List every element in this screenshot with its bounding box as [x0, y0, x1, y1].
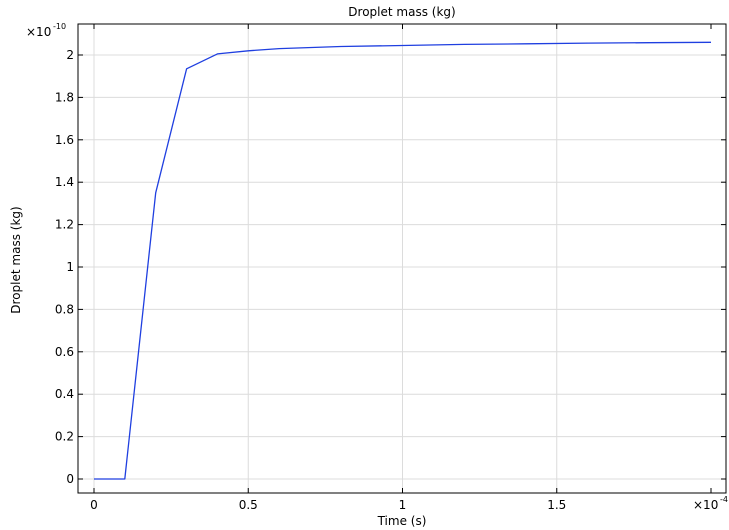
y-multiplier-label: ×10 -10 [26, 22, 66, 39]
y-tick-label: 0.8 [55, 302, 74, 316]
x-multiplier-base: ×10 [693, 498, 718, 512]
x-axis-tick-labels: 0 0.5 1 1.5 [90, 498, 566, 512]
x-multiplier-exponent: -4 [720, 495, 728, 504]
y-tick-label: 1.4 [55, 175, 74, 189]
y-axis-title: Droplet mass (kg) [9, 206, 23, 313]
x-tick-label: 1 [399, 498, 407, 512]
y-tick-label: 2 [66, 48, 74, 62]
y-tick-label: 0.6 [55, 345, 74, 359]
x-tick-label: 0 [90, 498, 98, 512]
y-tick-label: 1.6 [55, 133, 74, 147]
y-tick-label: 0 [66, 472, 74, 486]
y-tick-label: 1 [66, 260, 74, 274]
x-multiplier-label: ×10 -4 [693, 495, 728, 512]
y-multiplier-exponent: -10 [53, 22, 66, 31]
y-tick-label: 0.2 [55, 430, 74, 444]
y-tick-label: 0.4 [55, 387, 74, 401]
axis-ticks [78, 24, 726, 493]
series-group [94, 41, 712, 480]
grid-lines [78, 24, 726, 493]
y-axis-tick-labels: 0 0.2 0.4 0.6 0.8 1 1.2 1.4 1.6 1.8 2 [55, 48, 74, 486]
x-tick-label: 1.5 [547, 498, 566, 512]
chart-title: Droplet mass (kg) [348, 5, 455, 19]
x-axis-title: Time (s) [377, 514, 427, 528]
y-tick-label: 1.8 [55, 90, 74, 104]
x-tick-label: 0.5 [239, 498, 258, 512]
y-tick-label: 1.2 [55, 218, 74, 232]
y-multiplier-base: ×10 [26, 25, 51, 39]
series-line [94, 41, 712, 480]
